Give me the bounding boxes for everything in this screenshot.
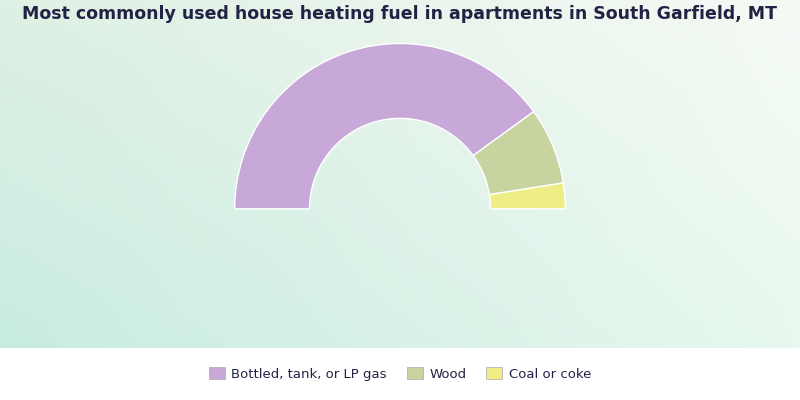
Text: Most commonly used house heating fuel in apartments in South Garfield, MT: Most commonly used house heating fuel in… xyxy=(22,5,778,23)
Wedge shape xyxy=(473,112,563,195)
Wedge shape xyxy=(234,44,534,209)
Wedge shape xyxy=(490,183,566,209)
Legend: Bottled, tank, or LP gas, Wood, Coal or coke: Bottled, tank, or LP gas, Wood, Coal or … xyxy=(204,362,596,386)
